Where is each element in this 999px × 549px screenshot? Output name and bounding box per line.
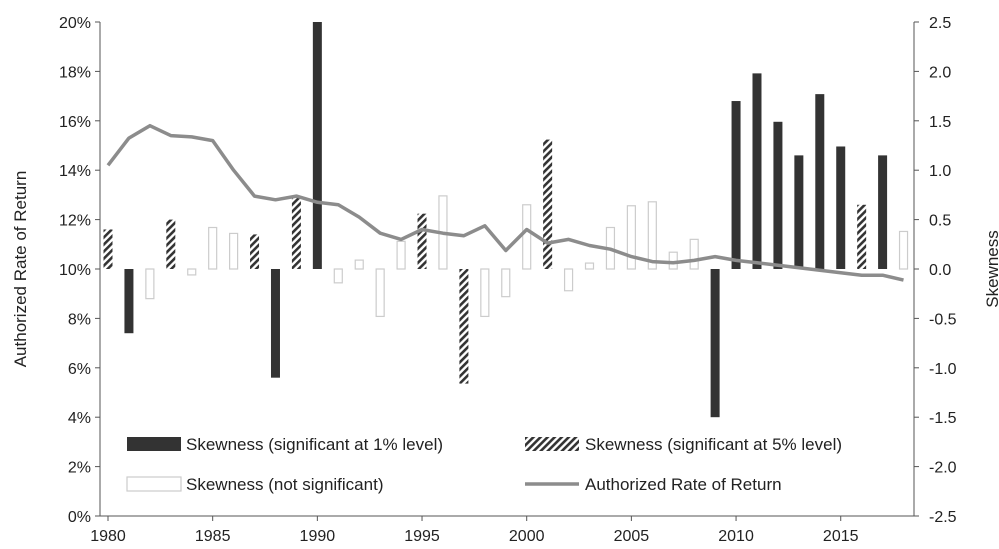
skewness-bar-1990 bbox=[312, 22, 322, 269]
x-tick-label: 1995 bbox=[404, 528, 440, 545]
skewness-bar-1980 bbox=[103, 229, 113, 269]
y2-tick-label: 0.0 bbox=[929, 262, 951, 279]
legend-swatch-1pct bbox=[127, 437, 181, 451]
legend-swatch-not-significant bbox=[126, 476, 182, 492]
legend-label-not-significant: Skewness (not significant) bbox=[186, 475, 383, 494]
y-tick-label: 6% bbox=[68, 361, 91, 378]
y2-tick-label: -0.5 bbox=[929, 311, 957, 328]
y2-tick-label: 1.0 bbox=[929, 163, 951, 180]
legend: Skewness (significant at 1% level) Skewn… bbox=[126, 435, 842, 494]
y2-tick-label: -2.0 bbox=[929, 460, 957, 477]
skewness-bar-2015 bbox=[836, 146, 846, 269]
skewness-bar-2001 bbox=[543, 139, 553, 269]
skewness-bar-2018 bbox=[898, 230, 909, 270]
skewness-bar-2014 bbox=[815, 94, 825, 270]
x-tick-label: 2010 bbox=[718, 528, 754, 545]
y2-tick-label: -2.5 bbox=[929, 509, 957, 526]
legend-label-1pct: Skewness (significant at 1% level) bbox=[186, 435, 443, 454]
x-tick-label: 1990 bbox=[300, 528, 336, 545]
skewness-bar-2006 bbox=[647, 201, 657, 270]
y2-axis-ticks: -2.5 -2.0 -1.5 -1.0 -0.5 0.0 0.5 1.0 1.5 2.0 2.5 bbox=[914, 15, 957, 526]
y-tick-label: 12% bbox=[59, 213, 91, 230]
rate-line-layer bbox=[106, 123, 904, 282]
legend-item-1pct: Skewness (significant at 1% level) bbox=[127, 435, 443, 454]
skewness-bar-1999 bbox=[501, 268, 511, 298]
y-tick-label: 16% bbox=[59, 114, 91, 131]
skewness-bar-2000 bbox=[522, 204, 532, 270]
y2-tick-label: 2.5 bbox=[929, 15, 951, 32]
rate-line bbox=[106, 123, 904, 282]
y-axis-title: Authorized Rate of Return bbox=[11, 171, 30, 368]
skewness-bar-2008 bbox=[689, 238, 699, 270]
skewness-bar-2007 bbox=[668, 251, 678, 270]
skewness-bar-1989 bbox=[291, 196, 301, 269]
x-tick-label: 1980 bbox=[90, 528, 126, 545]
y-tick-label: 8% bbox=[68, 311, 91, 328]
skewness-bar-2005 bbox=[626, 205, 636, 270]
skewness-bar-2017 bbox=[878, 155, 888, 269]
legend-item-rate: Authorized Rate of Return bbox=[525, 475, 782, 494]
skewness-bar-2011 bbox=[752, 73, 762, 269]
skewness-bar-1991 bbox=[333, 268, 343, 284]
y2-axis-title: Skewness bbox=[983, 230, 999, 307]
y-tick-label: 4% bbox=[68, 410, 91, 427]
y-tick-label: 2% bbox=[68, 460, 91, 477]
skewness-bar-1987 bbox=[250, 234, 260, 269]
skewness-bar-2016 bbox=[857, 204, 867, 269]
y2-tick-label: 0.5 bbox=[929, 213, 951, 230]
skewness-bar-1988 bbox=[270, 269, 280, 378]
x-axis-ticks: 1980 1985 1990 1995 2000 2005 2010 2015 bbox=[90, 516, 859, 545]
skewness-bar-2012 bbox=[773, 121, 783, 270]
y-tick-label: 20% bbox=[59, 15, 91, 32]
y-tick-label: 10% bbox=[59, 262, 91, 279]
skewness-bar-1985 bbox=[208, 226, 218, 270]
skewness-bar-2009 bbox=[710, 269, 720, 418]
skewness-bar-2003 bbox=[584, 262, 595, 270]
x-tick-label: 1985 bbox=[195, 528, 231, 545]
skewness-bar-1997 bbox=[459, 269, 469, 384]
skewness-bar-1983 bbox=[166, 219, 176, 269]
y2-tick-label: -1.0 bbox=[929, 361, 957, 378]
legend-item-5pct: Skewness (significant at 5% level) bbox=[525, 435, 842, 454]
legend-label-5pct: Skewness (significant at 5% level) bbox=[585, 435, 842, 454]
skewness-bar-2010 bbox=[731, 101, 741, 269]
y-axis-ticks: 0% 2% 4% 6% 8% 10% 12% 14% 16% 18% 20% bbox=[59, 15, 100, 526]
y2-tick-label: 1.5 bbox=[929, 114, 951, 131]
skewness-bar-1986 bbox=[229, 232, 239, 270]
skewness-bar-2013 bbox=[794, 155, 804, 269]
y2-tick-label: -1.5 bbox=[929, 410, 957, 427]
skewness-bar-1984 bbox=[187, 268, 197, 276]
skewness-bar-1994 bbox=[396, 240, 406, 270]
skewness-bar-1993 bbox=[375, 268, 385, 318]
y-tick-label: 14% bbox=[59, 163, 91, 180]
skewness-bar-1982 bbox=[145, 268, 155, 300]
y-tick-label: 18% bbox=[59, 64, 91, 81]
skewness-bar-2002 bbox=[563, 268, 574, 292]
skewness-bars bbox=[103, 22, 909, 418]
skewness-bar-1992 bbox=[354, 259, 364, 270]
y2-tick-label: 2.0 bbox=[929, 64, 951, 81]
skewness-bar-1995 bbox=[417, 213, 427, 269]
x-tick-label: 2015 bbox=[823, 528, 859, 545]
skewness-bar-1998 bbox=[480, 268, 490, 318]
x-tick-label: 2000 bbox=[509, 528, 545, 545]
legend-item-not-significant: Skewness (not significant) bbox=[126, 475, 383, 494]
y-tick-label: 0% bbox=[68, 509, 91, 526]
skewness-bar-1981 bbox=[124, 269, 134, 334]
legend-swatch-5pct bbox=[525, 437, 579, 451]
legend-label-rate: Authorized Rate of Return bbox=[585, 475, 782, 494]
x-tick-label: 2005 bbox=[614, 528, 650, 545]
